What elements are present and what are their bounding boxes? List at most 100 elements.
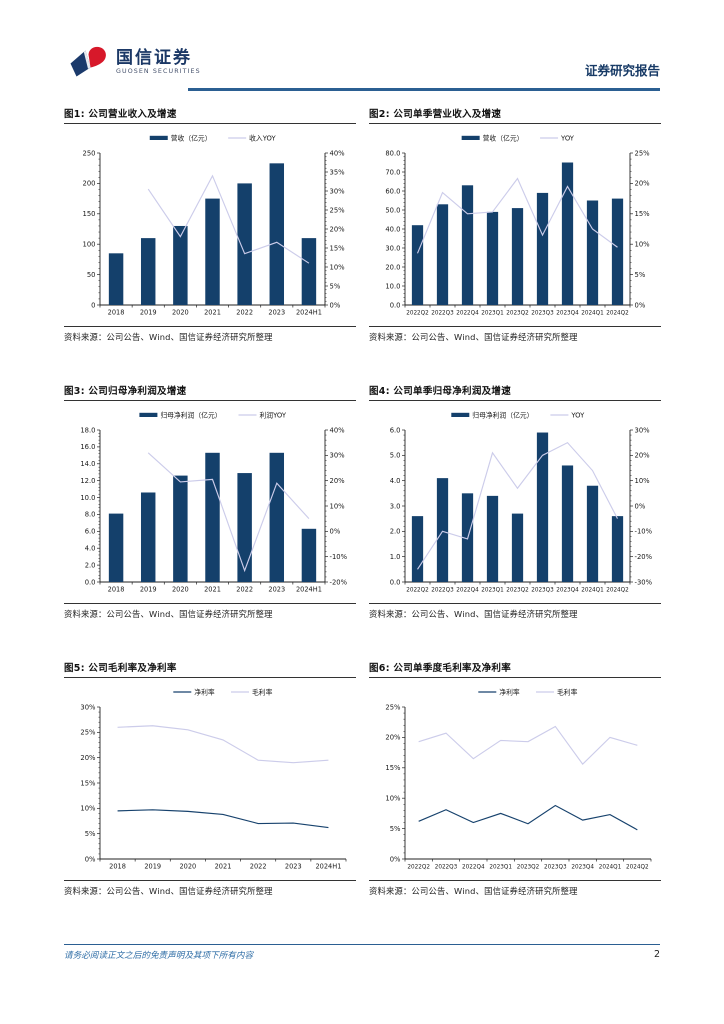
figure-6-chart: 0% 5% 10% 15% 20% 25% 2022Q2 2022Q3 2022Q4 2023Q1… — [369, 680, 661, 878]
svg-text:2022Q2: 2022Q2 — [406, 588, 429, 594]
svg-text:20%: 20% — [635, 452, 651, 460]
svg-text:35%: 35% — [330, 168, 346, 176]
svg-text:20%: 20% — [80, 754, 96, 762]
svg-text:8.0: 8.0 — [85, 511, 96, 519]
svg-text:250: 250 — [83, 149, 96, 157]
svg-text:2024H1: 2024H1 — [296, 309, 322, 317]
bar — [140, 238, 156, 305]
svg-text:2018: 2018 — [109, 863, 126, 871]
svg-text:6.0: 6.0 — [85, 528, 96, 536]
bar — [108, 513, 124, 582]
figure-6-title: 图6: 公司单季度毛利率及净利率 — [369, 660, 661, 678]
line-series — [147, 174, 310, 264]
svg-text:15%: 15% — [385, 764, 401, 772]
svg-text:2022Q4: 2022Q4 — [456, 311, 479, 317]
svg-text:2020: 2020 — [172, 586, 189, 594]
svg-text:归母净利润（亿元）: 归母净利润（亿元） — [472, 411, 533, 420]
bar — [561, 162, 574, 305]
fig2-plot: 0.0 10.0 20.0 30.0 40.0 50.0 60.0 70.0 80.0 0% 5% 1… — [385, 134, 651, 317]
svg-text:2021: 2021 — [215, 863, 232, 871]
svg-text:18.0: 18.0 — [80, 426, 95, 434]
svg-text:4.0: 4.0 — [85, 545, 96, 553]
svg-text:10%: 10% — [385, 795, 401, 803]
svg-text:2024H1: 2024H1 — [315, 863, 341, 871]
bar — [611, 198, 624, 305]
svg-text:40%: 40% — [330, 426, 346, 434]
svg-text:5%: 5% — [635, 271, 646, 279]
logo-text: 国信证券 GUOSEN SECURITIES — [116, 48, 201, 76]
svg-text:30.0: 30.0 — [385, 244, 400, 252]
svg-text:2018: 2018 — [108, 586, 125, 594]
svg-text:-10%: -10% — [635, 528, 653, 536]
svg-text:毛利率: 毛利率 — [252, 688, 273, 697]
svg-text:2023Q2: 2023Q2 — [506, 311, 529, 317]
svg-text:2.0: 2.0 — [390, 528, 401, 536]
svg-text:归母净利润（亿元）: 归母净利润（亿元） — [160, 411, 221, 420]
fig4-plot: 0.0 1.0 2.0 3.0 4.0 5.0 6.0 -30% -20% -10% 0% 10% 20… — [390, 411, 653, 594]
svg-text:营收（亿元）: 营收（亿元） — [483, 134, 524, 143]
bar — [173, 225, 188, 305]
figure-6: 图6: 公司单季度毛利率及净利率 0% 5% 10% 15% 20% 25% 2022Q2 2… — [369, 660, 661, 897]
svg-text:15%: 15% — [80, 779, 96, 787]
figure-3-title: 图3: 公司归母净利润及增速 — [64, 383, 356, 401]
svg-text:2024Q1: 2024Q1 — [581, 588, 604, 594]
svg-text:2019: 2019 — [144, 863, 161, 871]
svg-text:-20%: -20% — [330, 578, 348, 586]
svg-text:6.0: 6.0 — [390, 426, 401, 434]
page-footer: 请务必阅读正文之后的免责声明及其项下所有内容 2 — [64, 944, 660, 961]
bar — [436, 204, 449, 305]
bar — [205, 198, 220, 305]
guosen-logo: 国信证券 GUOSEN SECURITIES — [68, 46, 201, 78]
svg-text:0.0: 0.0 — [390, 578, 401, 586]
svg-text:2.0: 2.0 — [85, 561, 96, 569]
svg-text:25%: 25% — [635, 149, 651, 157]
svg-text:10%: 10% — [635, 477, 651, 485]
svg-text:2023: 2023 — [268, 586, 285, 594]
svg-text:50.0: 50.0 — [385, 206, 400, 214]
figure-1-source: 资料来源：公司公告、Wind、国信证券经济研究所整理 — [64, 326, 356, 343]
bar — [301, 528, 317, 582]
line-series — [417, 441, 619, 570]
svg-text:10%: 10% — [330, 263, 346, 271]
svg-text:2022: 2022 — [236, 586, 253, 594]
fig1-marks: 0 50 100 150 200 250 0% 5% 10% 15% 20% 25% 30% 35% 40%… — [83, 134, 346, 317]
svg-text:2024Q1: 2024Q1 — [581, 311, 604, 317]
svg-text:0.0: 0.0 — [85, 578, 96, 586]
svg-text:5%: 5% — [330, 282, 341, 290]
figure-1-title: 图1: 公司营业收入及增速 — [64, 106, 356, 124]
figure-4: 图4: 公司单季归母净利润及增速 0.0 1.0 2.0 3.0 4.0 5.0 6.0 -3… — [369, 383, 661, 620]
line-series — [117, 725, 329, 764]
bar — [511, 513, 524, 582]
svg-text:14.0: 14.0 — [80, 460, 95, 468]
svg-text:20%: 20% — [635, 180, 651, 188]
svg-text:0%: 0% — [635, 301, 646, 309]
svg-text:0%: 0% — [330, 301, 341, 309]
svg-text:40.0: 40.0 — [385, 225, 400, 233]
svg-text:1.0: 1.0 — [390, 553, 401, 561]
figure-2: 图2: 公司单季营业收入及增速 0.0 10.0 20.0 30.0 40.0 50.0 6… — [369, 106, 661, 343]
fig3-marks: 0.0 2.0 4.0 6.0 8.0 10.0 12.0 14.0 16.0 18.0 -20% -… — [80, 411, 347, 594]
svg-text:20%: 20% — [385, 734, 401, 742]
svg-text:30%: 30% — [80, 703, 96, 711]
svg-text:15%: 15% — [635, 210, 651, 218]
line-series — [418, 725, 638, 766]
line-series — [147, 452, 310, 573]
header-rule — [188, 88, 660, 91]
svg-text:0%: 0% — [390, 855, 401, 863]
figure-2-source: 资料来源：公司公告、Wind、国信证券经济研究所整理 — [369, 326, 661, 343]
bar — [536, 192, 549, 305]
svg-text:2019: 2019 — [140, 586, 157, 594]
svg-text:-30%: -30% — [635, 578, 653, 586]
bar — [140, 492, 156, 582]
svg-text:2022Q3: 2022Q3 — [431, 311, 454, 317]
svg-text:40%: 40% — [330, 149, 346, 157]
svg-text:60.0: 60.0 — [385, 187, 400, 195]
svg-text:20%: 20% — [330, 225, 346, 233]
figure-6-source: 资料来源：公司公告、Wind、国信证券经济研究所整理 — [369, 880, 661, 897]
svg-text:4.0: 4.0 — [390, 477, 401, 485]
svg-text:200: 200 — [83, 180, 96, 188]
bar — [237, 473, 252, 582]
svg-text:0%: 0% — [85, 855, 96, 863]
svg-text:2022Q4: 2022Q4 — [456, 588, 479, 594]
svg-text:YOY: YOY — [570, 412, 585, 420]
